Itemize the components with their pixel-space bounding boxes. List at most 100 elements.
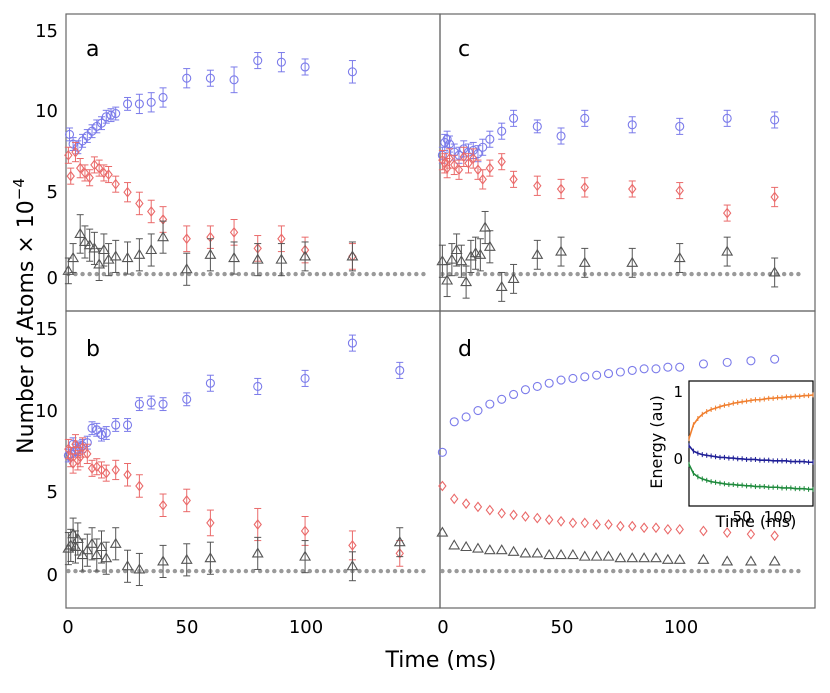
triangle-marker (109, 250, 122, 261)
circle-marker (92, 121, 102, 131)
zero-line-dot (475, 568, 481, 574)
circle-marker (461, 412, 471, 422)
y-tick-0-top: 0 (47, 268, 58, 289)
inset-x-tick-100: 100 (764, 508, 793, 526)
zero-line-dot (675, 271, 680, 277)
diamond-marker (92, 461, 101, 473)
zero-line-dot (689, 271, 694, 277)
zero-line-dot (272, 271, 277, 277)
triangle-marker (448, 539, 461, 550)
triangle-marker (228, 251, 241, 263)
y-tick-10-top: 10 (35, 101, 58, 122)
zero-line-dot (307, 568, 313, 574)
zero-line-dot (108, 271, 114, 277)
circle-marker (532, 381, 542, 392)
diamond-marker (102, 467, 111, 479)
y-tick-10-bottom: 10 (35, 401, 58, 422)
zero-line-dot (265, 568, 270, 574)
panel-a-frame (65, 13, 441, 312)
triangle-marker (157, 555, 170, 566)
triangle-marker (78, 235, 91, 247)
zero-line-dot (504, 568, 509, 574)
zero-line-dot (151, 271, 156, 277)
triangle-marker (83, 239, 96, 250)
zero-line-dot (668, 568, 673, 574)
zero-line-dot (399, 271, 405, 277)
inset-y-tick-1: 1 (673, 383, 683, 401)
zero-line-dot (625, 568, 630, 574)
zero-line-dot (789, 568, 794, 574)
zero-line-dot (137, 271, 142, 277)
circle-marker (627, 365, 637, 375)
y-tick-5-top: 5 (47, 182, 58, 203)
zero-line-dot (328, 568, 334, 574)
zero-line-dot (611, 568, 616, 574)
circle-marker (580, 372, 590, 382)
diamond-marker (497, 507, 506, 519)
zero-line-dot (286, 271, 291, 277)
triangle-marker (483, 240, 496, 251)
circle-marker (111, 108, 121, 119)
triangle-marker (721, 555, 734, 566)
circle-marker (300, 373, 310, 383)
diamond-marker (628, 183, 637, 195)
triangle-marker (673, 553, 686, 564)
triangle-marker (590, 550, 603, 561)
zero-line-dot (151, 568, 156, 574)
zero-line-dot (343, 271, 348, 277)
zero-line-dot (385, 568, 391, 574)
triangle-marker (180, 553, 193, 564)
zero-line-dot (682, 568, 687, 574)
zero-line-dot (554, 568, 559, 574)
circle-marker (87, 126, 97, 136)
zero-line-dot (350, 271, 355, 277)
triangle-marker (251, 253, 264, 264)
diamond-marker (104, 169, 113, 180)
triangle-marker (661, 553, 674, 564)
panel-c-marks (436, 109, 801, 302)
diamond-marker (300, 525, 310, 537)
circle-marker (134, 399, 144, 409)
zero-line-dot (371, 568, 376, 574)
zero-line-dot (172, 568, 178, 574)
zero-line-dot (407, 271, 412, 277)
zero-line-dot (307, 271, 313, 277)
diamond-marker (568, 517, 578, 529)
zero-line-dot (596, 271, 602, 277)
circle-marker (182, 73, 192, 83)
zero-line-dot (201, 568, 206, 574)
diamond-marker (485, 504, 495, 516)
diamond-marker (395, 548, 404, 559)
zero-line-dot (87, 271, 92, 277)
triangle-marker (95, 540, 108, 552)
zero-line-dot (179, 568, 185, 574)
circle-marker (698, 359, 708, 369)
zero-line-dot (490, 568, 495, 574)
x-tick-100-right: 100 (664, 617, 698, 638)
diamond-marker (628, 520, 637, 532)
circle-marker (509, 113, 519, 123)
zero-line-dot (461, 271, 466, 277)
zero-line-dot (497, 568, 502, 574)
triangle-marker (74, 227, 87, 238)
zero-line-dot (364, 568, 369, 574)
diamond-marker (123, 186, 132, 198)
diamond-marker (556, 183, 566, 195)
zero-line-dot (646, 568, 652, 574)
zero-line-dot (603, 271, 609, 277)
diamond-marker (111, 464, 120, 476)
zero-line-dot (80, 271, 85, 277)
circle-marker (449, 417, 459, 427)
diamond-marker (253, 519, 262, 530)
zero-line-dot (689, 568, 694, 574)
triangle-marker (721, 245, 734, 256)
zero-line-dot (760, 271, 765, 277)
zero-line-dot (625, 271, 630, 277)
diamond-marker (699, 525, 708, 537)
circle-marker (122, 420, 133, 430)
circle-marker (675, 121, 685, 131)
triangle-marker (436, 255, 449, 266)
zero-line-dot (461, 568, 466, 574)
triangle-marker (121, 560, 134, 571)
zero-line-dot (589, 568, 595, 574)
